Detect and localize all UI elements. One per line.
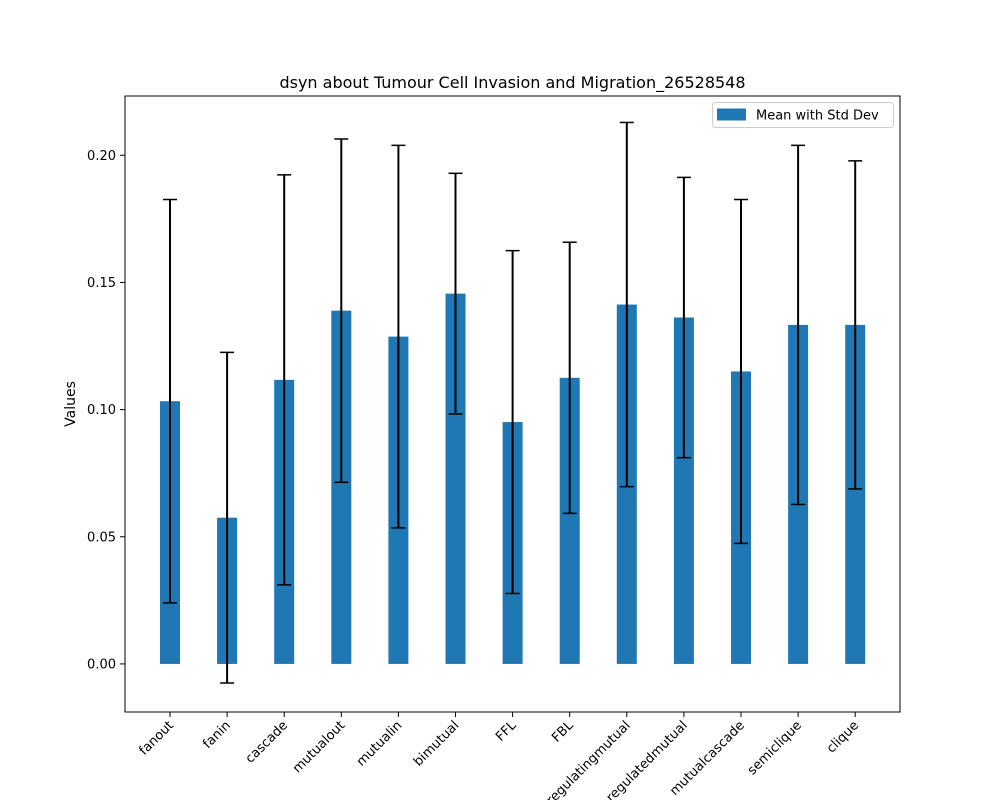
legend: Mean with Std Dev: [712, 102, 894, 128]
legend-swatch: [717, 108, 746, 121]
y-tick-label: 0.15: [87, 276, 116, 291]
bars-layer: [160, 293, 866, 664]
bar-mutualout: [331, 310, 352, 664]
error-bar-mutualout: [334, 138, 349, 484]
error-bars-layer: [163, 121, 863, 684]
bar-regulatedmutual: [673, 317, 694, 664]
error-bar-cascade: [277, 174, 292, 586]
plot-area: 0.000.050.100.150.20 fanout fanin cascade m…: [87, 95, 901, 800]
bar-clique: [845, 324, 866, 664]
chart-title: dsyn about Tumour Cell Invasion and Migr…: [279, 73, 745, 93]
error-bar-bimutual: [448, 172, 463, 415]
y-axis: 0.00 0.05 0.10 0.15 0.20: [87, 149, 125, 672]
error-bar-FBL: [562, 241, 577, 515]
legend-frame: [712, 102, 894, 128]
error-bar-regulatedmutual: [676, 176, 691, 459]
legend-label: Mean with Std Dev: [756, 109, 879, 124]
error-bar-fanin: [220, 351, 235, 684]
error-bar-clique: [848, 160, 863, 490]
error-bar-regulatingmutual: [619, 121, 634, 488]
y-tick-label: 0.00: [87, 657, 116, 672]
bar-FBL: [559, 377, 580, 664]
y-tick-label: 0.10: [87, 403, 116, 418]
error-bar-mutualcascade: [734, 198, 748, 545]
error-bar-fanout: [163, 198, 177, 604]
bar-bimutual: [445, 293, 466, 664]
error-bar-FFL: [505, 249, 520, 595]
error-bar-mutualin: [391, 144, 406, 529]
y-tick-label: 0.05: [87, 530, 116, 545]
y-tick-label: 0.20: [87, 149, 116, 164]
y-axis-label: Values: [63, 381, 79, 427]
error-bar-semiclique: [791, 144, 806, 506]
